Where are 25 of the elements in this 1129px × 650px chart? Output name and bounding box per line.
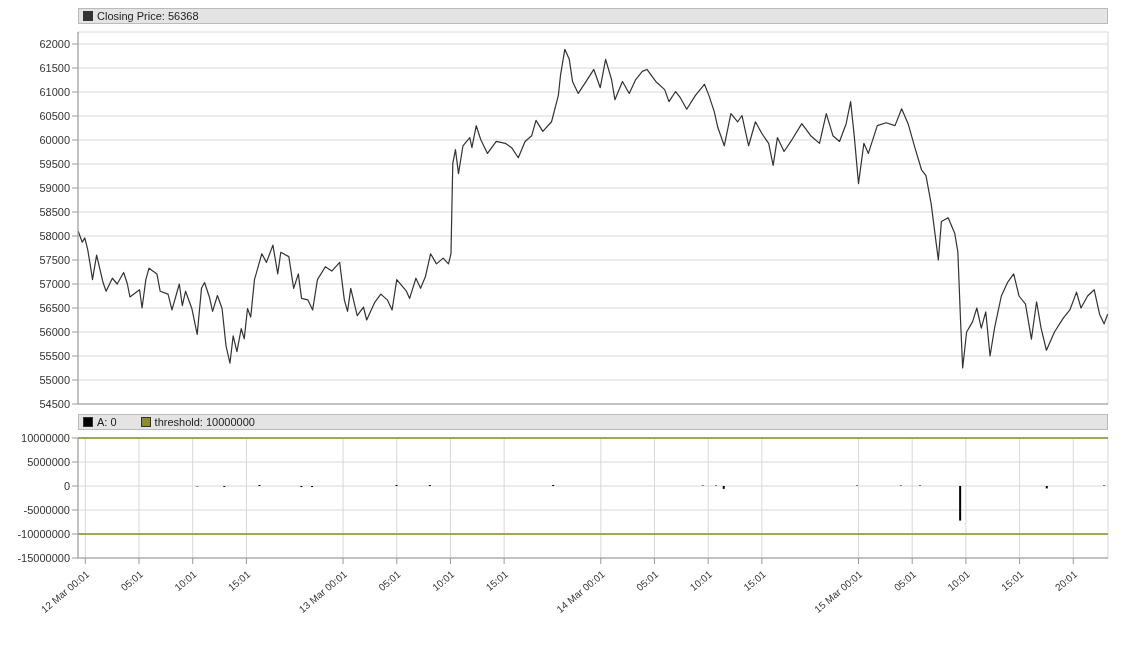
- legend-label: Closing Price: 56368: [97, 10, 199, 22]
- y-tick-label: 56000: [39, 325, 70, 338]
- y-tick-label: 55500: [39, 349, 70, 362]
- y-tick-label: 58500: [39, 205, 70, 218]
- y-tick-label: 59500: [39, 157, 70, 170]
- y-tick-label: 57000: [39, 277, 70, 290]
- y-tick-label: 60000: [39, 133, 70, 146]
- y-tick-label: 60500: [39, 109, 70, 122]
- y-tick-label: 61000: [39, 85, 70, 98]
- y-tick-label: 56500: [39, 301, 70, 314]
- y-tick-label: 59000: [39, 181, 70, 194]
- y-tick-label: -10000000: [17, 527, 70, 540]
- y-tick-label: 55000: [39, 373, 70, 386]
- y-tick-label: 57500: [39, 253, 70, 266]
- y-tick-label: 5000000: [27, 455, 70, 468]
- y-tick-label: 61500: [39, 61, 70, 74]
- y-tick-label: -5000000: [23, 503, 70, 516]
- legend-label: A: 0: [97, 416, 117, 428]
- y-tick-label: 0: [63, 479, 70, 492]
- y-tick-label: 10000000: [21, 431, 70, 444]
- legend-label: threshold: 10000000: [154, 416, 255, 428]
- y-tick-label: -15000000: [17, 551, 70, 564]
- y-tick-label: 58000: [39, 229, 70, 242]
- y-tick-label: 62000: [39, 37, 70, 50]
- y-tick-label: 54500: [39, 397, 70, 410]
